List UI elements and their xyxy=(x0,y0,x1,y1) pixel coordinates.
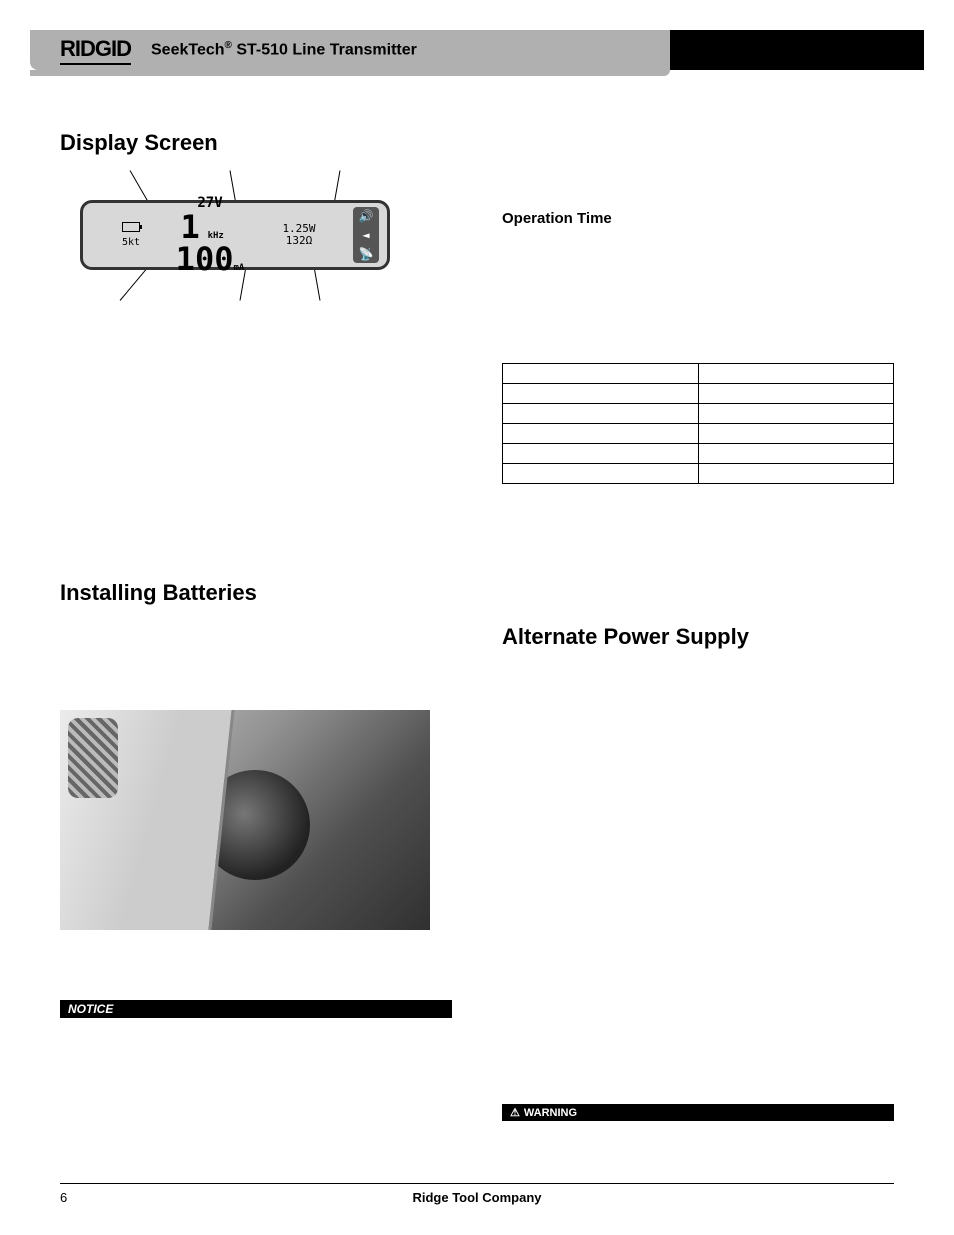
table-cell xyxy=(698,384,894,404)
big-number: 100 xyxy=(176,240,234,278)
header-bar: RIDGID SeekTech® ST-510 Line Transmitter xyxy=(30,30,924,70)
speaker-icon: 🔊 xyxy=(359,209,374,223)
table-cell xyxy=(698,364,894,384)
product-title: SeekTech® ST-510 Line Transmitter xyxy=(151,40,417,59)
table-row xyxy=(503,404,894,424)
page-number: 6 xyxy=(60,1190,90,1205)
table-row xyxy=(503,464,894,484)
product-suffix: ST-510 Line Transmitter xyxy=(232,42,417,59)
operation-time-table xyxy=(502,363,894,484)
table-row xyxy=(503,444,894,464)
table-cell xyxy=(503,404,699,424)
table-cell xyxy=(698,424,894,444)
ma-label: mA xyxy=(233,263,244,273)
display-figure: 5kt 27V 1 kHz 100mA 1.25W 132Ω 🔊 xyxy=(60,170,400,300)
table-cell xyxy=(503,364,699,384)
notice-badge: NOTICE xyxy=(60,1000,452,1018)
right-column: Operation Time Alternate Power Supply WA… xyxy=(502,130,894,1155)
left-column: Display Screen 5kt 27V 1 kHz xyxy=(60,130,452,1155)
reg-mark: ® xyxy=(225,40,232,51)
spacer xyxy=(502,664,894,1084)
operation-time-heading: Operation Time xyxy=(502,210,894,227)
table-row xyxy=(503,424,894,444)
table-body xyxy=(503,364,894,484)
footer-company: Ridge Tool Company xyxy=(90,1190,864,1205)
spacer xyxy=(60,940,452,980)
table-cell xyxy=(698,404,894,424)
table-cell xyxy=(698,464,894,484)
spacer xyxy=(502,235,894,355)
lcd-left-block: 5kt xyxy=(91,222,171,248)
lcd-mid-block: 27V 1 kHz 100mA xyxy=(171,195,249,275)
table-row xyxy=(503,364,894,384)
page-footer: 6 Ridge Tool Company xyxy=(60,1183,894,1205)
spring-graphic xyxy=(68,718,118,798)
display-screen-heading: Display Screen xyxy=(60,130,452,156)
skt-label: 5kt xyxy=(122,237,140,248)
alternate-power-heading: Alternate Power Supply xyxy=(502,624,894,650)
battery-door-figure xyxy=(60,710,430,930)
lcd-icon-strip: 🔊 ◄ 📡 xyxy=(353,207,379,263)
ohms-label: 132Ω xyxy=(249,235,349,247)
table-row xyxy=(503,384,894,404)
spacer xyxy=(502,504,894,624)
spacer xyxy=(60,620,452,710)
header-underline xyxy=(30,70,670,76)
header-left: RIDGID SeekTech® ST-510 Line Transmitter xyxy=(30,30,670,70)
spacer xyxy=(60,320,452,580)
table-cell xyxy=(503,444,699,464)
arrow-icon: ◄ xyxy=(362,228,369,242)
antenna-icon: 📡 xyxy=(359,247,374,261)
header-right-black xyxy=(670,30,924,70)
product-name: SeekTech xyxy=(151,42,225,59)
table-cell xyxy=(503,464,699,484)
battery-icon xyxy=(122,222,140,232)
table-cell xyxy=(503,424,699,444)
spacer xyxy=(502,130,894,210)
table-cell xyxy=(698,444,894,464)
lcd-screen: 5kt 27V 1 kHz 100mA 1.25W 132Ω 🔊 xyxy=(80,200,390,270)
brand-logo: RIDGID xyxy=(60,36,131,65)
lcd-right-block: 1.25W 132Ω xyxy=(249,223,349,247)
installing-batteries-heading: Installing Batteries xyxy=(60,580,452,606)
warning-badge: WARNING xyxy=(502,1104,894,1121)
content-area: Display Screen 5kt 27V 1 kHz xyxy=(60,130,894,1155)
table-cell xyxy=(503,384,699,404)
